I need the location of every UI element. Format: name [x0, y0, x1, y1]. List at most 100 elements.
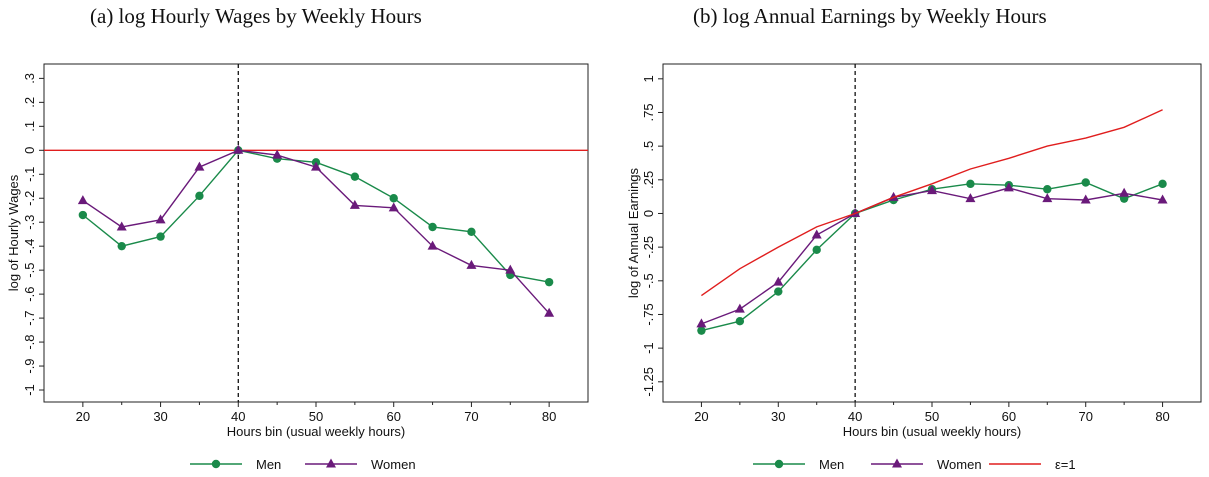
- chart-b-women-line: [701, 187, 1163, 325]
- chart-b-y-tick-label: -1.25: [641, 367, 656, 397]
- chart-b-men-line: [701, 181, 1163, 332]
- chart-a-y-axis-label: log of Hourly Wages: [6, 174, 21, 291]
- chart-a-women-point: [427, 240, 438, 250]
- chart-a-women-point: [116, 221, 127, 231]
- chart-a-men-point: [389, 194, 398, 203]
- chart-b-women-point: [1080, 194, 1091, 204]
- chart-a-men-point: [350, 172, 360, 181]
- chart-b-women-point: [734, 303, 745, 313]
- chart-a-x-axis-label: Hours bin (usual weekly hours): [227, 424, 405, 439]
- chart-a-legend-men-label: Men: [256, 457, 281, 472]
- chart-a-y-tick-label: -1: [22, 384, 37, 396]
- chart-a-y-tick-label: -.3: [22, 215, 37, 230]
- chart-b-x-tick-label: 40: [848, 409, 862, 424]
- chart-a-women-point: [505, 264, 516, 274]
- chart-b-x-tick-label: 70: [1078, 409, 1092, 424]
- chart-a-y-tick-label: .1: [22, 121, 37, 132]
- chart-b-y-tick-label: -.5: [641, 273, 656, 288]
- chart-a-legend-women-marker: [326, 458, 336, 468]
- chart-a-y-tick-label: -.8: [22, 334, 37, 349]
- chart-b-legend-men-marker: [774, 459, 784, 469]
- chart-a-women-point: [388, 202, 399, 212]
- chart-b-men-point: [1081, 178, 1090, 187]
- chart-a-x-tick-label: 40: [231, 409, 245, 424]
- chart-b-women-point: [811, 229, 822, 239]
- chart-a-women-point: [272, 149, 283, 159]
- chart-b-men-point: [812, 245, 821, 255]
- chart-b-women-point: [965, 193, 976, 203]
- chart-a-y-tick-label: .3: [22, 73, 37, 84]
- chart-b-plot-frame: [662, 63, 1202, 403]
- chart-b-y-tick-label: .75: [641, 103, 656, 121]
- chart-a-plot-frame: [43, 63, 589, 403]
- chart-a-women-point: [466, 259, 477, 269]
- chart-b-y-tick-label: -1: [641, 342, 656, 354]
- chart-a-men-point: [195, 191, 204, 201]
- chart-b-x-tick-label: 80: [1155, 409, 1169, 424]
- chart-b-y-tick-label: -.25: [641, 236, 656, 258]
- chart-b-x-tick-label: 20: [694, 409, 708, 424]
- chart-b-elasticity-line: [700, 109, 1163, 297]
- chart-a-y-tick-label: -.7: [22, 311, 37, 326]
- chart-b-x-axis-label: Hours bin (usual weekly hours): [843, 424, 1021, 439]
- chart-a-x-tick-label: 30: [153, 409, 167, 424]
- chart-b-men-point: [774, 287, 783, 296]
- chart-a-women-point: [194, 161, 205, 171]
- chart-b-men-point: [1043, 185, 1052, 194]
- chart-b-y-axis-label: log of Annual Earnings: [626, 167, 641, 298]
- chart-b-women-point: [696, 318, 707, 328]
- chart-b-legend-elasticity-label: ε=1: [1055, 457, 1076, 472]
- chart-a-x-tick-label: 70: [464, 409, 478, 424]
- chart-a-x-tick-label: 80: [542, 409, 556, 424]
- chart-a-y-tick-label: .2: [22, 97, 37, 108]
- chart-b-women-point: [1003, 182, 1014, 192]
- chart-a-y-tick-label: -.6: [22, 287, 37, 302]
- chart-b-women-point: [1119, 187, 1130, 197]
- chart-b-women-point: [1042, 193, 1053, 203]
- chart-a-men-point: [117, 241, 126, 251]
- chart-a-women-point: [311, 161, 321, 171]
- chart-a-men-point: [428, 222, 437, 232]
- chart-b-men-point: [966, 179, 975, 189]
- chart-b-legend-women-label: Women: [937, 457, 982, 472]
- chart-a-men-point: [78, 210, 88, 220]
- chart-a-men-point: [156, 232, 165, 241]
- chart-a-y-tick-label: -.9: [22, 358, 37, 373]
- chart-a-title: (a) log Hourly Wages by Weekly Hours: [90, 4, 422, 28]
- chart-b-legend-women-marker: [892, 458, 902, 468]
- chart-a-women-point: [349, 199, 360, 209]
- chart-b-y-tick-label: 0: [641, 210, 656, 217]
- chart-a-y-tick-label: -.1: [22, 167, 37, 182]
- chart-b-men-point: [1158, 179, 1167, 189]
- chart-a-x-tick-label: 20: [76, 409, 90, 424]
- chart-a-women-point: [77, 195, 88, 205]
- chart-a-y-tick-label: 0: [22, 147, 37, 154]
- chart-b-x-tick-label: 50: [925, 409, 939, 424]
- chart-b-y-tick-label: .5: [641, 141, 656, 152]
- chart-a-x-tick-label: 60: [386, 409, 400, 424]
- chart-b-x-tick-label: 30: [771, 409, 785, 424]
- chart-a-legend-women-label: Women: [371, 457, 416, 472]
- chart-a-women-line: [82, 149, 550, 314]
- chart-a-men-point: [467, 227, 476, 237]
- chart-a-women-point: [233, 144, 244, 154]
- chart-a-y-tick-label: -.2: [22, 191, 37, 206]
- chart-a-men-point: [544, 277, 554, 287]
- chart-b-women-point: [773, 276, 784, 286]
- chart-b-title: (b) log Annual Earnings by Weekly Hours: [693, 4, 1047, 28]
- chart-a-y-tick-label: -.5: [22, 263, 37, 278]
- chart-b-men-point: [697, 326, 706, 335]
- chart-b-y-tick-label: .25: [641, 171, 656, 189]
- chart-a-women-point: [155, 214, 166, 224]
- chart-b-x-tick-label: 60: [1002, 409, 1016, 424]
- chart-b-women-point: [927, 185, 937, 195]
- chart-b-y-tick-label: 1: [641, 75, 656, 82]
- chart-b-y-tick-label: -.75: [641, 303, 656, 325]
- chart-a-women-point: [544, 307, 555, 317]
- chart-b-men-point: [735, 317, 745, 326]
- chart-a-legend-men-marker: [211, 459, 221, 469]
- chart-a-x-tick-label: 50: [309, 409, 323, 424]
- chart-a-y-tick-label: -.4: [22, 239, 37, 254]
- chart-b-legend-men-label: Men: [819, 457, 844, 472]
